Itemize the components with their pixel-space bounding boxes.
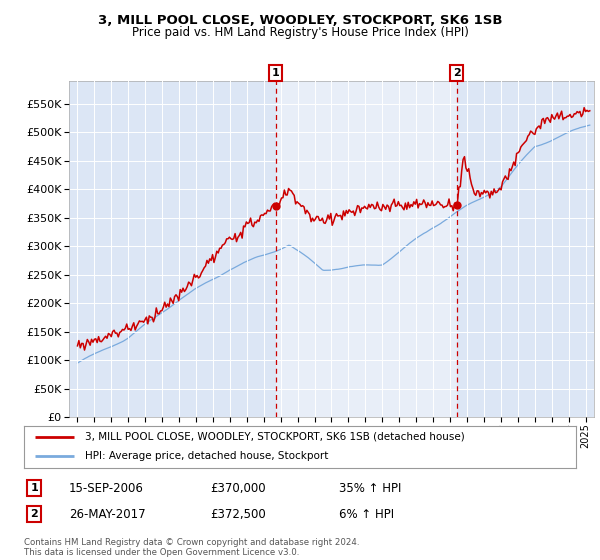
- Text: £372,500: £372,500: [210, 507, 266, 521]
- Text: 26-MAY-2017: 26-MAY-2017: [69, 507, 146, 521]
- Text: 2: 2: [453, 68, 461, 78]
- Text: 6% ↑ HPI: 6% ↑ HPI: [339, 507, 394, 521]
- Bar: [276, 81, 457, 417]
- Text: 1: 1: [272, 68, 280, 78]
- Text: 15-SEP-2006: 15-SEP-2006: [69, 482, 144, 495]
- Text: £370,000: £370,000: [210, 482, 266, 495]
- Text: Price paid vs. HM Land Registry's House Price Index (HPI): Price paid vs. HM Land Registry's House …: [131, 26, 469, 39]
- Text: 2: 2: [31, 509, 38, 519]
- Text: 3, MILL POOL CLOSE, WOODLEY, STOCKPORT, SK6 1SB: 3, MILL POOL CLOSE, WOODLEY, STOCKPORT, …: [98, 14, 502, 27]
- Text: Contains HM Land Registry data © Crown copyright and database right 2024.
This d: Contains HM Land Registry data © Crown c…: [24, 538, 359, 557]
- Text: 3, MILL POOL CLOSE, WOODLEY, STOCKPORT, SK6 1SB (detached house): 3, MILL POOL CLOSE, WOODLEY, STOCKPORT, …: [85, 432, 464, 442]
- Text: 35% ↑ HPI: 35% ↑ HPI: [339, 482, 401, 495]
- Text: 1: 1: [31, 483, 38, 493]
- Text: HPI: Average price, detached house, Stockport: HPI: Average price, detached house, Stoc…: [85, 451, 328, 461]
